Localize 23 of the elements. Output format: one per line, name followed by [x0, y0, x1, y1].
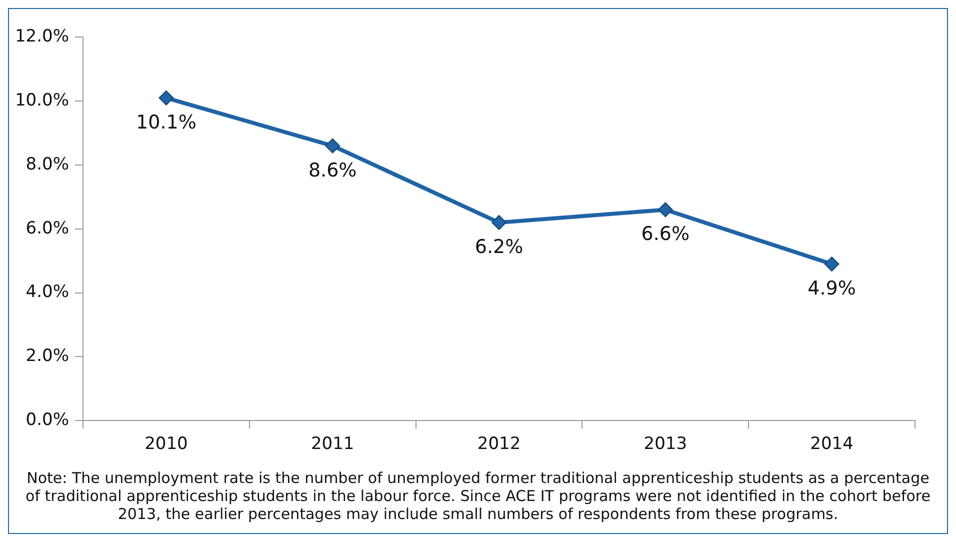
data-label: 4.9%: [808, 277, 856, 300]
point: [658, 202, 673, 218]
data-label: 6.2%: [474, 236, 524, 258]
y-tick-label: 6.0%: [26, 218, 70, 238]
point: [492, 215, 507, 230]
y-tick-label: 12.0%: [14, 26, 70, 47]
data-label: 6.6%: [641, 223, 690, 246]
point: [824, 256, 840, 272]
point: [158, 90, 174, 106]
text: Note: The unemployment rate is the number of unemployed former traditional apprenticeship students as a percentage of traditional apprenticeship students in the labour force. Since ACE IT programs were not identified in the cohort before 2013, the earlier percentages may include small numbers of respondents from these programs.: [24, 468, 932, 525]
y-tick-label: 4.0%: [26, 282, 70, 302]
y-tick-label: 2.0%: [26, 346, 70, 366]
y-tick-label: 10.0%: [14, 90, 70, 111]
x-tick-label: 2014: [810, 434, 854, 454]
point: [325, 138, 340, 154]
data-label: 10.1%: [136, 111, 196, 134]
y-tick-label: 0.0%: [26, 410, 70, 430]
data-label: 8.6%: [308, 159, 357, 182]
x-tick-label: 2010: [144, 434, 188, 454]
x-tick-label: 2012: [477, 434, 521, 454]
y-tick-label: 8.0%: [26, 154, 70, 174]
x-tick-label: 2013: [644, 434, 688, 454]
x-tick-label: 2011: [310, 434, 354, 454]
